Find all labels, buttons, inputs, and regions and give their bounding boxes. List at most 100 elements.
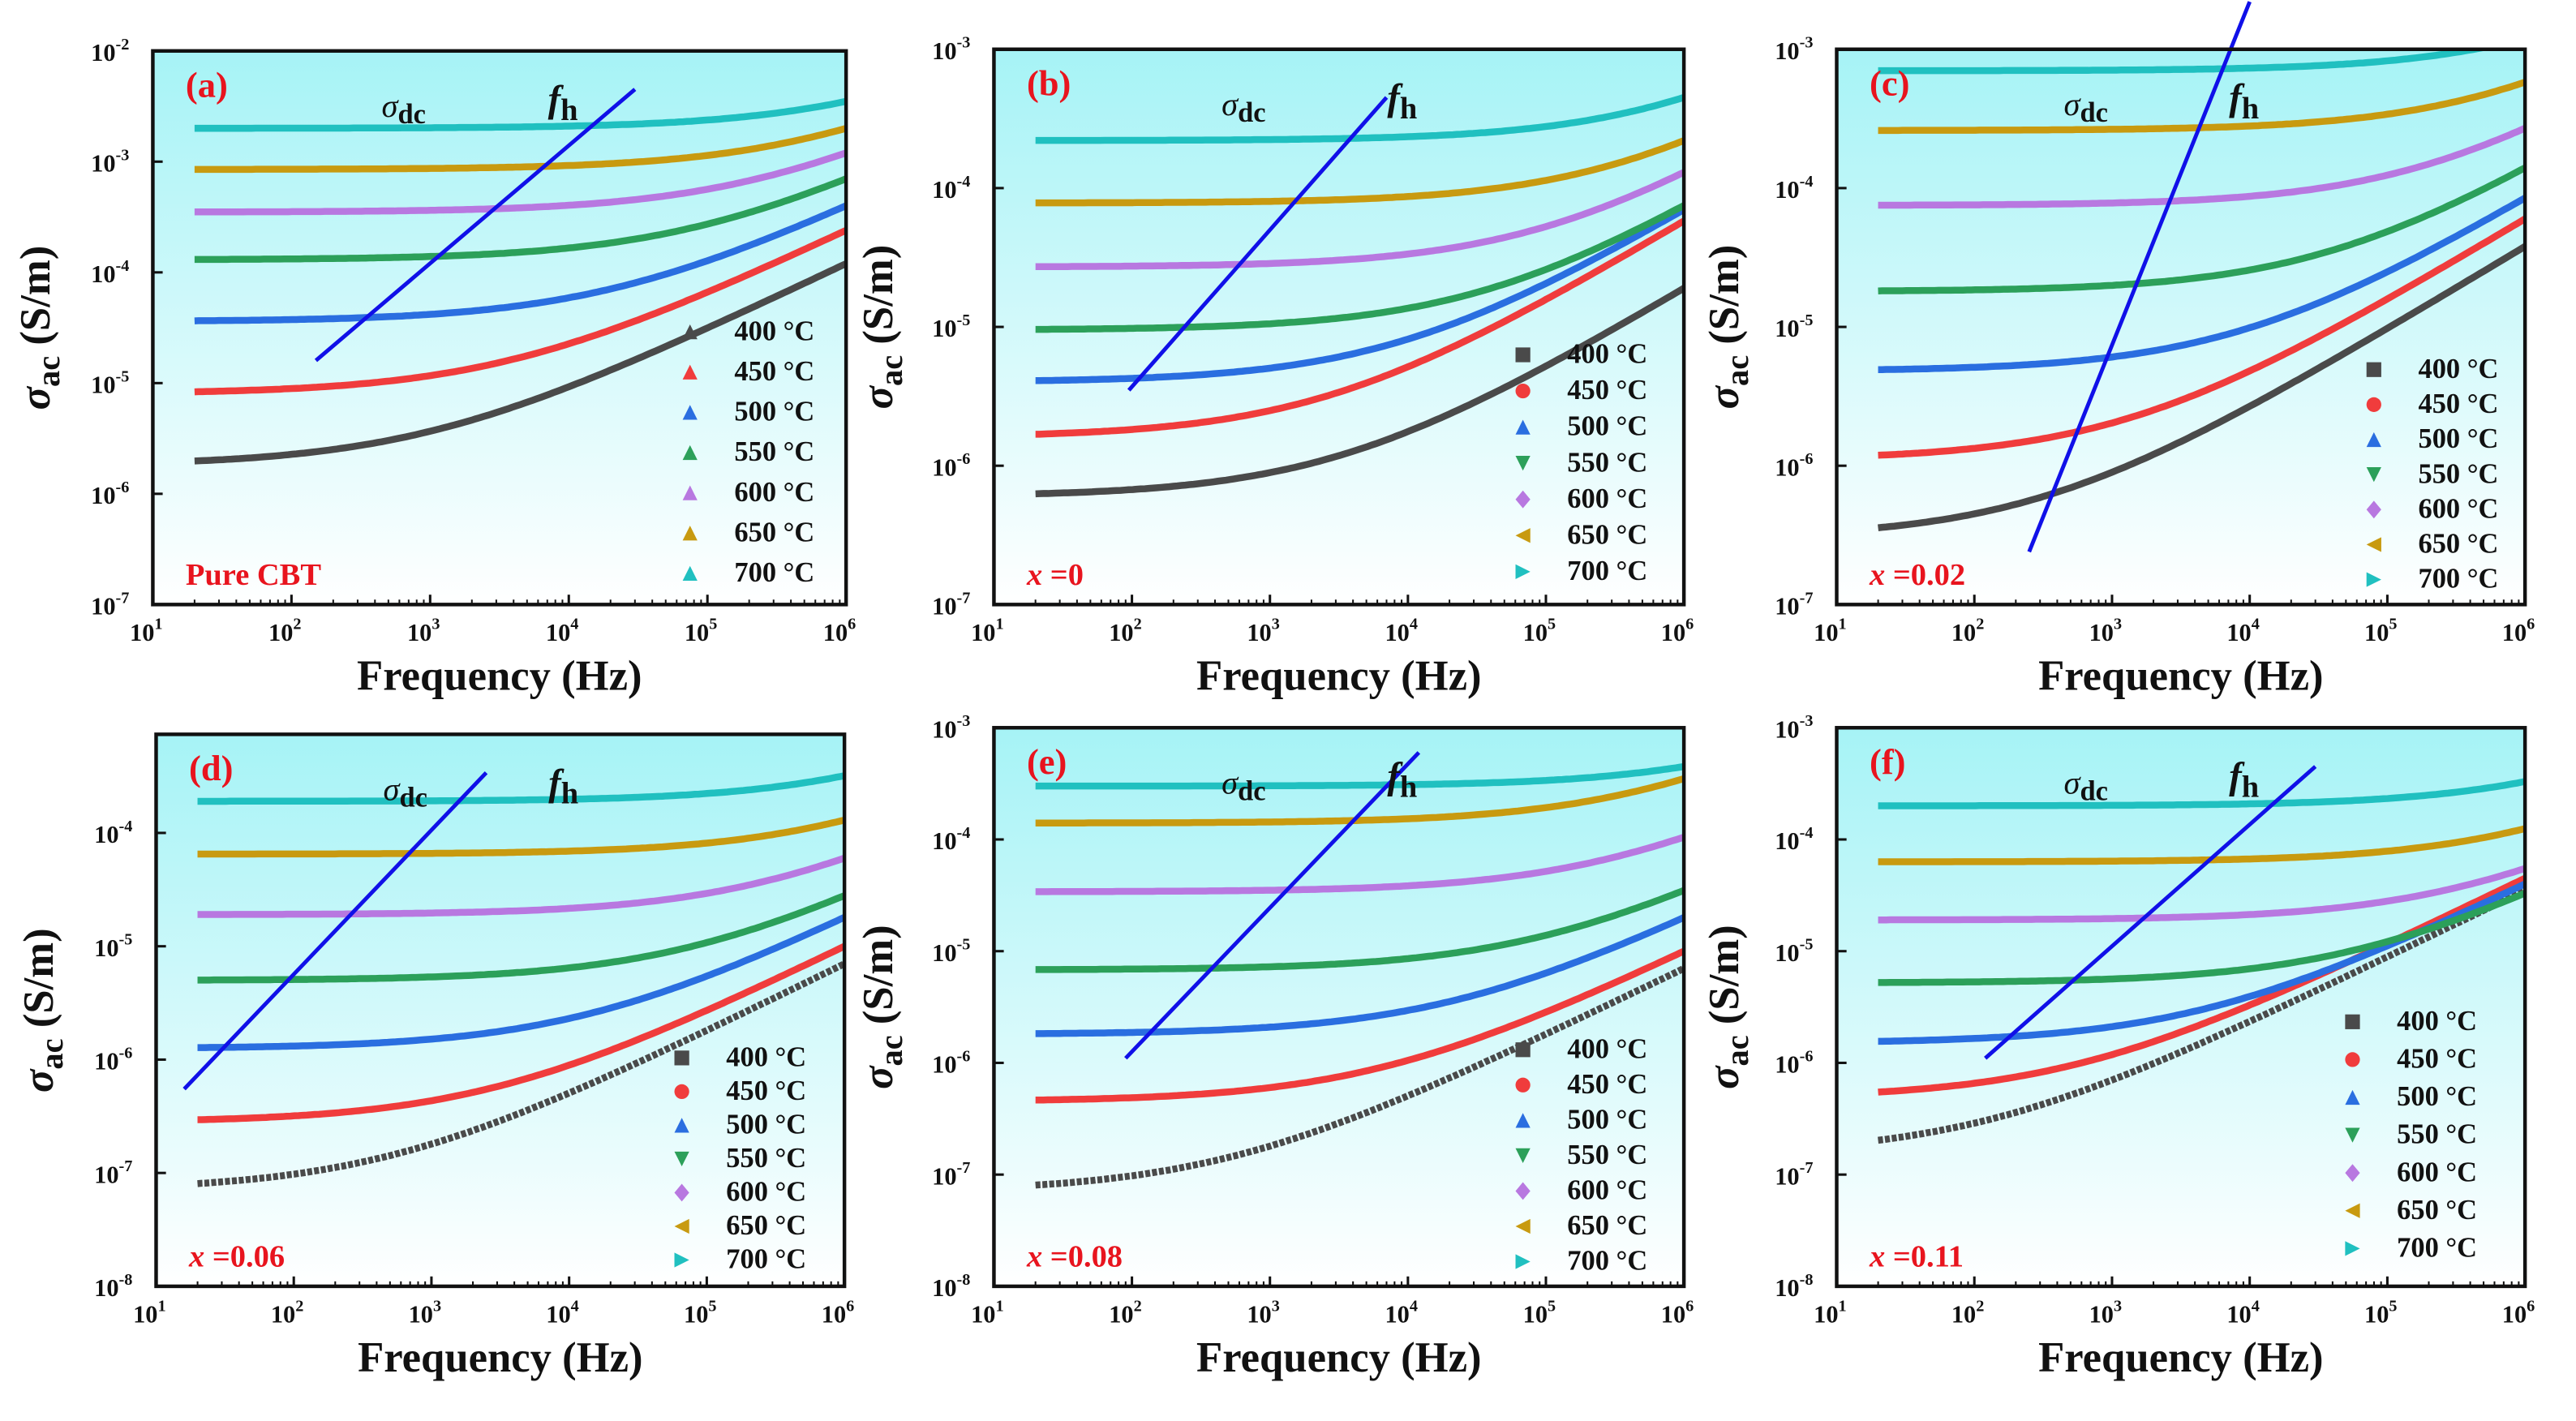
sample-label: x =0.08 bbox=[1026, 1240, 1123, 1274]
x-tick-label: 101 bbox=[133, 1297, 166, 1328]
legend-marker-diamond-icon bbox=[1515, 490, 1531, 509]
y-tick-label: 10-5 bbox=[932, 311, 970, 342]
legend-label: 650 °C bbox=[726, 1210, 806, 1241]
legend-label: 600 °C bbox=[1567, 483, 1647, 514]
legend-marker-up-icon bbox=[682, 565, 698, 581]
data-series-650C bbox=[1035, 137, 1685, 207]
fh-line bbox=[182, 771, 488, 1091]
legend-marker-up-icon bbox=[682, 485, 698, 500]
legend-label: 700 °C bbox=[1567, 1246, 1647, 1277]
legend-label: 500 °C bbox=[726, 1110, 806, 1140]
legend-marker-square-icon bbox=[674, 1050, 689, 1066]
x-tick-label: 103 bbox=[407, 616, 440, 646]
y-tick-label: 10-6 bbox=[91, 479, 129, 509]
legend-label: 450 °C bbox=[1567, 1069, 1647, 1100]
legend-label: 600 °C bbox=[2397, 1157, 2477, 1187]
data-series-600C bbox=[1035, 834, 1685, 895]
data-series-400C bbox=[1035, 965, 1685, 1189]
y-tick-label: 10-6 bbox=[94, 1044, 132, 1075]
legend-marker-right-icon bbox=[2366, 572, 2381, 587]
plot-area bbox=[197, 772, 845, 1187]
data-series-700C bbox=[194, 97, 847, 132]
y-tick-label: 10-4 bbox=[1775, 824, 1813, 855]
x-tick-label: 104 bbox=[2226, 616, 2260, 646]
legend-marker-left-icon bbox=[674, 1218, 689, 1234]
x-tick-label: 102 bbox=[1109, 1297, 1142, 1328]
data-series-600C bbox=[197, 854, 845, 918]
legend-label: 400 °C bbox=[2397, 1006, 2477, 1037]
legend-marker-up-icon bbox=[2366, 431, 2381, 448]
plot-frame bbox=[1835, 726, 2527, 1289]
y-axis-title: σac (S/m) bbox=[1701, 245, 1755, 410]
fh-line bbox=[1127, 96, 1389, 392]
x-tick-label: 106 bbox=[822, 1297, 855, 1328]
panel-label: (f) bbox=[1870, 741, 1906, 782]
x-tick-label: 106 bbox=[1661, 1297, 1694, 1328]
legend-marker-up-icon bbox=[1515, 1113, 1531, 1128]
y-tick-label: 10-7 bbox=[91, 589, 129, 620]
x-tick-label: 105 bbox=[1523, 1297, 1556, 1328]
legend-label: 450 °C bbox=[2418, 389, 2498, 419]
y-tick-label: 10-6 bbox=[932, 450, 970, 481]
data-series-600C bbox=[1878, 125, 2526, 209]
y-tick-label: 10-4 bbox=[932, 824, 970, 855]
data-series-500C bbox=[1035, 206, 1685, 384]
fh-line bbox=[314, 88, 637, 363]
legend-label: 700 °C bbox=[726, 1244, 806, 1275]
plot-area bbox=[1035, 94, 1685, 498]
y-tick-label: 10-8 bbox=[932, 1271, 970, 1302]
legend-marker-circle-icon bbox=[1515, 1077, 1531, 1093]
x-tick-label: 104 bbox=[1385, 616, 1419, 646]
y-tick-label: 10-5 bbox=[1775, 936, 1813, 967]
data-series-650C bbox=[1878, 825, 2526, 865]
legend-label: 500 °C bbox=[2397, 1081, 2477, 1112]
y-tick-label: 10-5 bbox=[932, 936, 970, 967]
legend-label: 550 °C bbox=[2418, 458, 2498, 489]
legend-marker-diamond-icon bbox=[674, 1183, 689, 1202]
data-series-700C bbox=[1035, 94, 1685, 144]
legend-marker-down-icon bbox=[1515, 1148, 1531, 1164]
y-tick-label: 10-7 bbox=[94, 1157, 132, 1188]
sigma-dc-annotation: σdc bbox=[2064, 764, 2108, 806]
legend-label: 650 °C bbox=[2418, 529, 2498, 560]
panel-label: (d) bbox=[189, 748, 233, 788]
sample-label: x =0.06 bbox=[188, 1240, 285, 1274]
y-tick-label: 10-5 bbox=[91, 367, 129, 398]
legend-marker-square-icon bbox=[1515, 1042, 1531, 1058]
y-axis-title: σac (S/m) bbox=[855, 245, 909, 410]
panel-label: (b) bbox=[1027, 62, 1071, 103]
data-series-600C bbox=[194, 149, 847, 216]
data-series-400C bbox=[1035, 285, 1685, 498]
legend-label: 550 °C bbox=[726, 1143, 806, 1174]
plot-frame bbox=[154, 732, 847, 1289]
legend-label: 450 °C bbox=[1567, 375, 1647, 406]
legend-marker-left-icon bbox=[2345, 1203, 2360, 1218]
data-series-650C bbox=[197, 816, 845, 858]
data-series-500C bbox=[194, 202, 847, 324]
x-tick-label: 105 bbox=[2364, 1297, 2398, 1328]
x-tick-label: 102 bbox=[1109, 616, 1142, 646]
x-tick-label: 105 bbox=[685, 616, 718, 646]
panel-label: (e) bbox=[1027, 741, 1067, 782]
x-tick-label: 103 bbox=[409, 1297, 441, 1328]
plot-background bbox=[1836, 49, 2526, 605]
legend-label: 500 °C bbox=[1567, 1104, 1647, 1135]
y-tick-label: 10-3 bbox=[1775, 34, 1813, 65]
y-axis-title: σac (S/m) bbox=[12, 246, 67, 410]
fh-annotation: fh bbox=[548, 79, 578, 127]
legend-label: 600 °C bbox=[734, 477, 814, 508]
x-axis-title: Frequency (Hz) bbox=[1196, 1334, 1481, 1381]
plot-background bbox=[152, 50, 847, 605]
data-series-450C bbox=[194, 227, 847, 396]
data-series-450C bbox=[1035, 217, 1685, 438]
x-tick-label: 101 bbox=[971, 1297, 1003, 1328]
legend-label: 500 °C bbox=[1567, 411, 1647, 442]
x-tick-label: 106 bbox=[2502, 1297, 2535, 1328]
legend-label: 700 °C bbox=[1567, 556, 1647, 586]
legend-label: 400 °C bbox=[1567, 339, 1647, 370]
sigma-dc-annotation: σdc bbox=[384, 771, 427, 813]
